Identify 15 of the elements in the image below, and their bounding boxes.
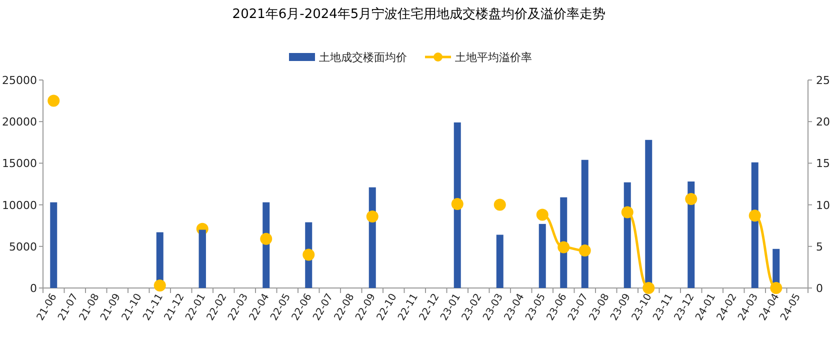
y2-tick-label: 0	[816, 282, 823, 295]
y2-tick-label: 25	[816, 74, 830, 87]
y2-tick-label: 15	[816, 157, 830, 170]
y-tick-label: 0	[30, 282, 37, 295]
y-tick-label: 5000	[9, 240, 37, 254]
chart-title: 2021年6月-2024年5月宁波住宅用地成交楼盘均价及溢价率走势	[232, 6, 606, 22]
y2-tick-label: 20	[816, 116, 830, 129]
y-tick-label: 25000	[2, 74, 37, 87]
y-tick-label: 20000	[2, 116, 37, 129]
y-tick-label: 10000	[2, 198, 37, 212]
y2-tick-label: 10	[816, 198, 830, 212]
legend-label: 土地成交楼面均价	[319, 51, 407, 64]
y-tick-label: 15000	[2, 157, 37, 170]
y2-tick-label: 5	[816, 240, 823, 254]
legend-label: 土地平均溢价率	[455, 51, 532, 64]
